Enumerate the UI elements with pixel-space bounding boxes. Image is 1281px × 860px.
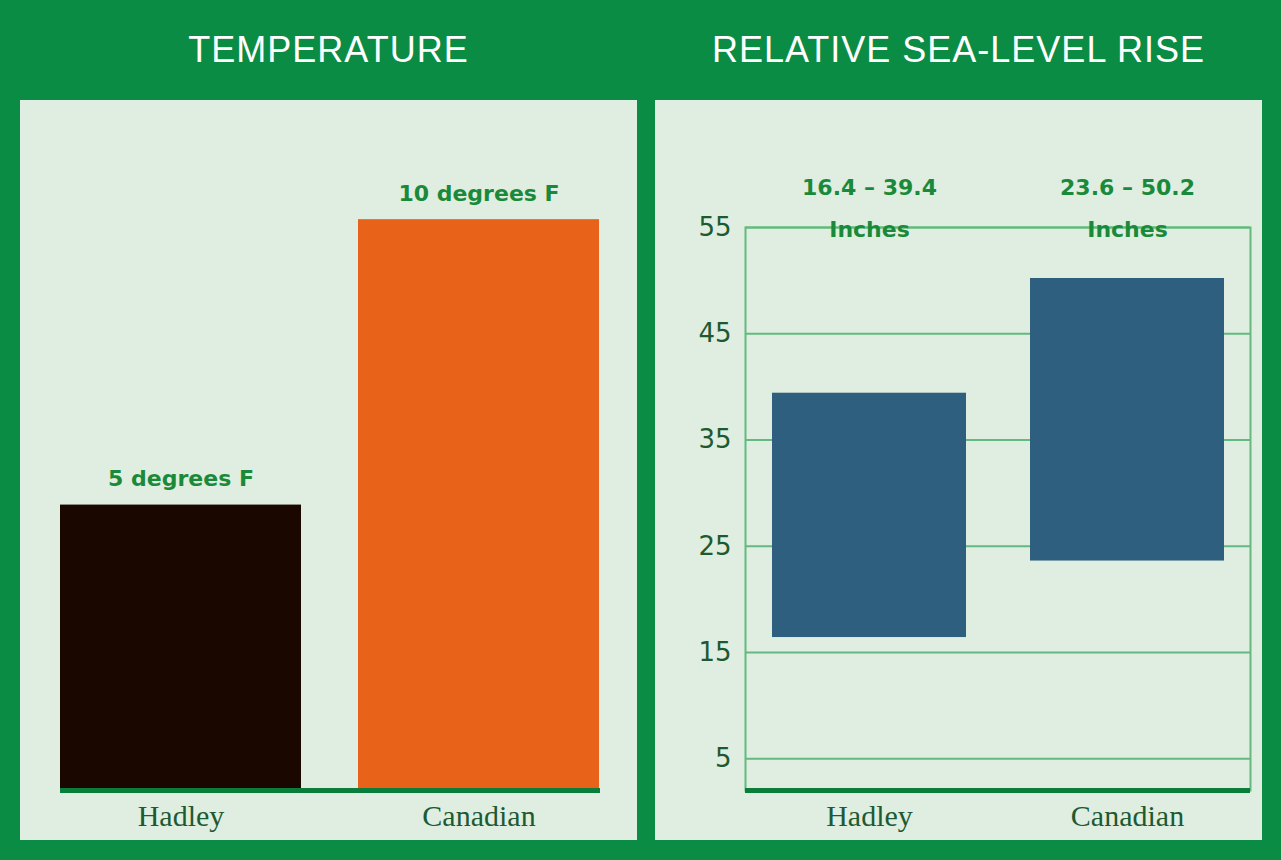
svg-text:35: 35 bbox=[698, 424, 731, 454]
svg-text:55: 55 bbox=[698, 212, 731, 242]
svg-text:Hadley: Hadley bbox=[826, 799, 913, 832]
svg-text:10 degrees F: 10 degrees F bbox=[398, 181, 559, 206]
svg-text:5: 5 bbox=[715, 743, 732, 773]
html-text:RELATIVE SEA-LEVEL RISE: RELATIVE SEA-LEVEL RISE bbox=[711, 29, 1206, 70]
svg-text:25: 25 bbox=[698, 530, 731, 560]
svg-text:45: 45 bbox=[698, 318, 731, 348]
html-text:TEMPERATURE: TEMPERATURE bbox=[188, 29, 469, 70]
svg-text:15: 15 bbox=[698, 637, 731, 667]
svg-text:Hadley: Hadley bbox=[138, 799, 225, 832]
svg-text:5 degrees F: 5 degrees F bbox=[108, 466, 254, 491]
svg-text:16.4 – 39.4Inches: 16.4 – 39.4Inches bbox=[802, 175, 937, 242]
svg-text:Canadian: Canadian bbox=[1071, 799, 1184, 832]
svg-text:Canadian: Canadian bbox=[422, 799, 535, 832]
svg-text:23.6 – 50.2Inches: 23.6 – 50.2Inches bbox=[1060, 175, 1195, 242]
